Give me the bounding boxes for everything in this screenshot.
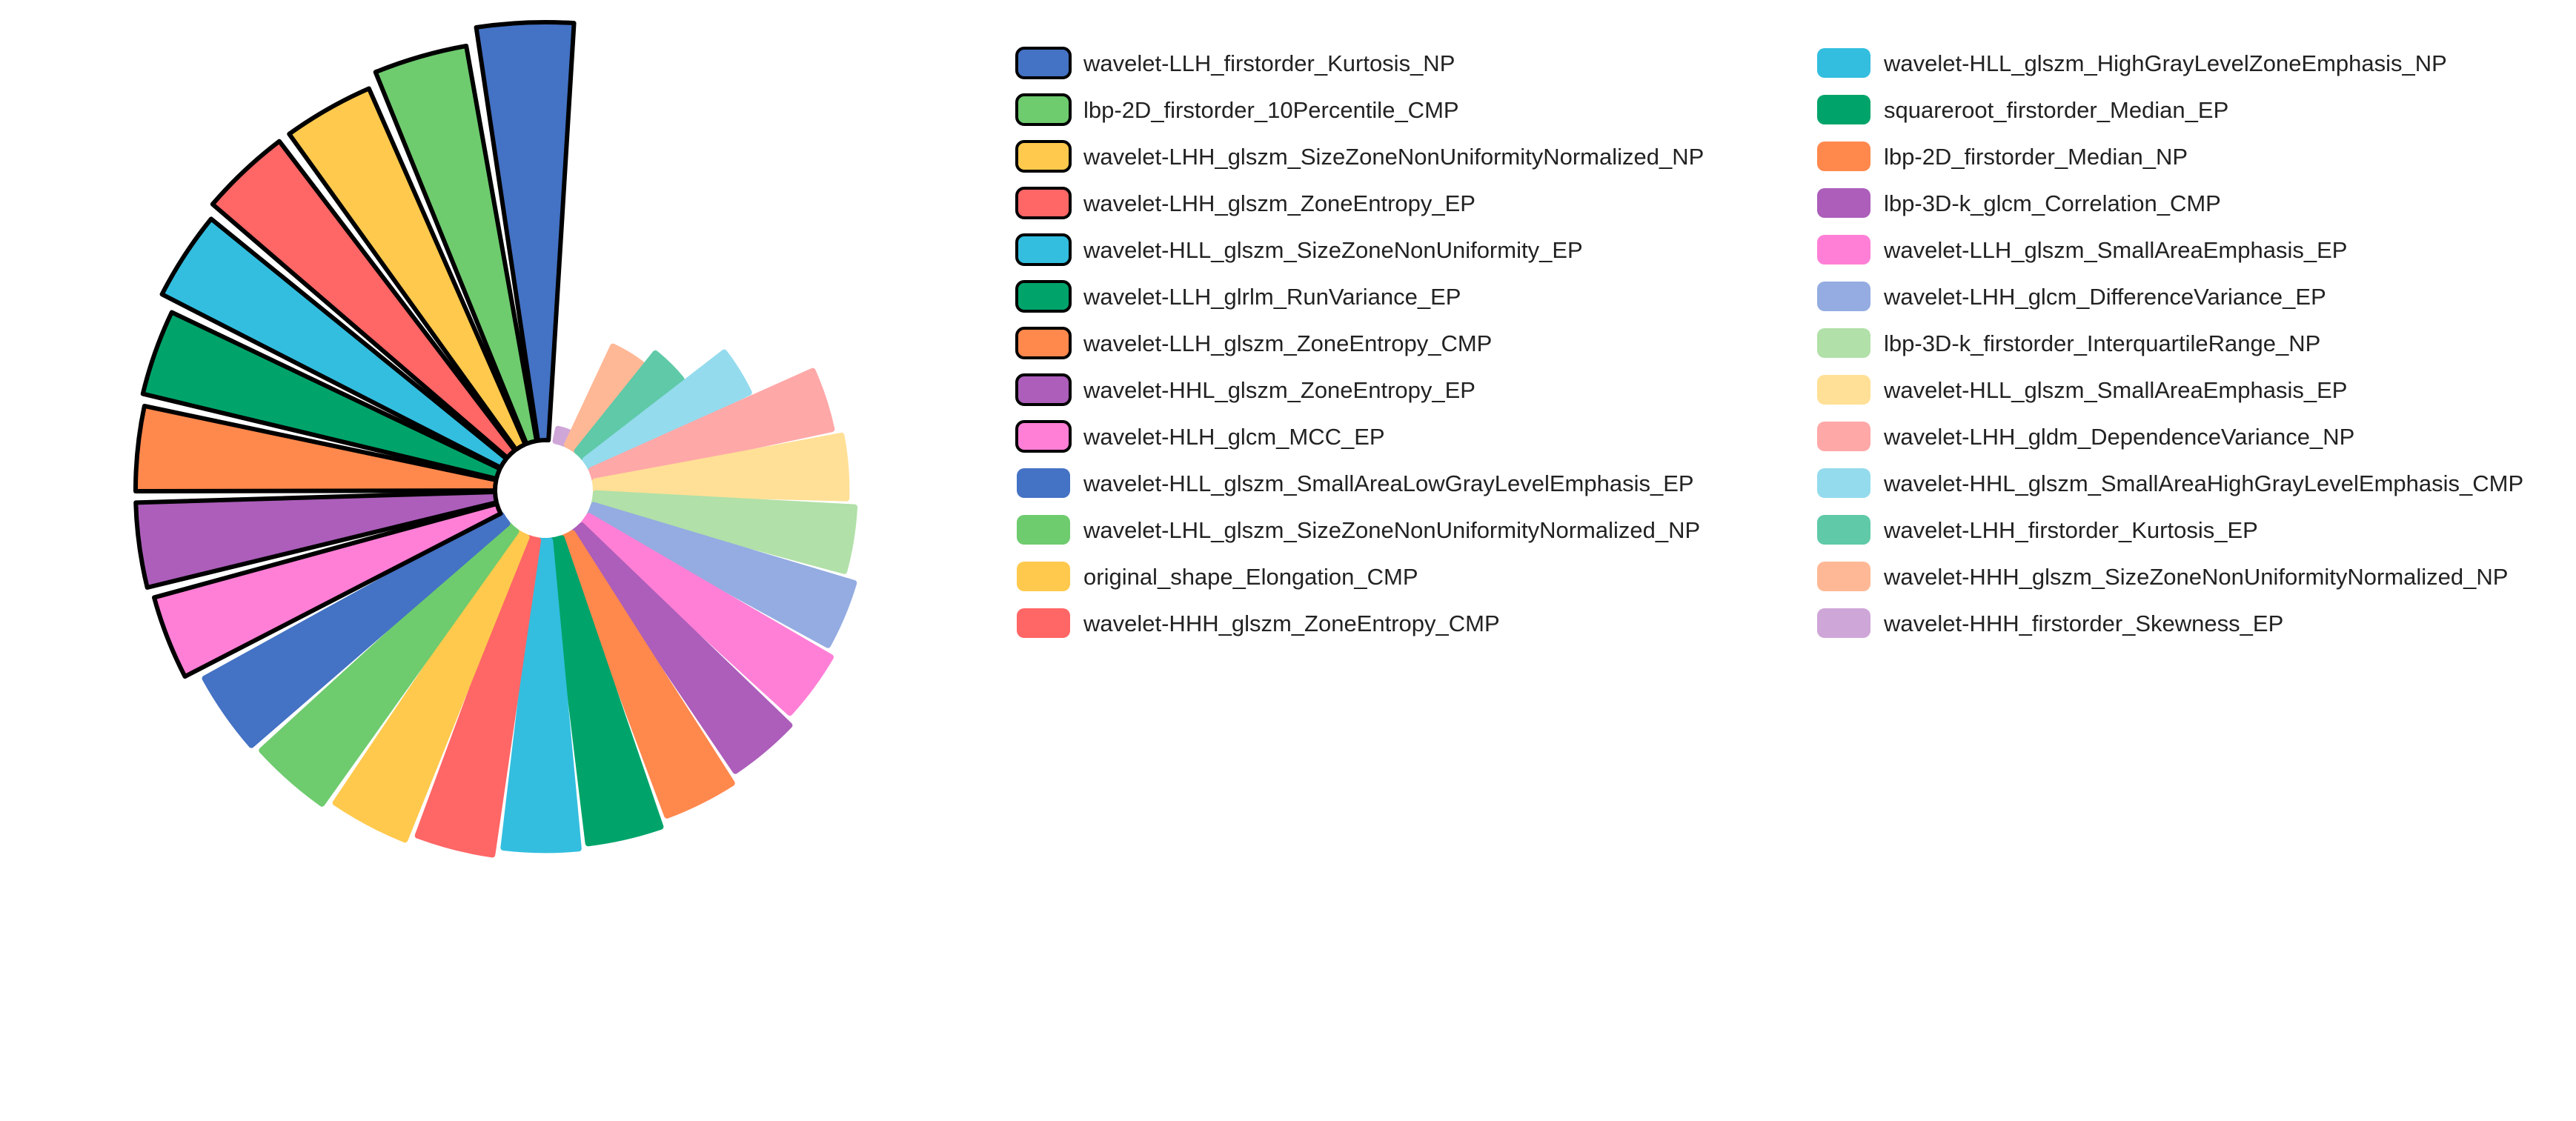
bar-wavelet-hhh-glszm-sizezonenonuniformitynormalized-np xyxy=(563,343,645,453)
legend-key-lbp-2d-firstorder-median-np xyxy=(1817,142,1870,171)
legend-label: wavelet-HHL_glszm_SmallAreaHighGrayLevel… xyxy=(1883,470,2523,496)
legend-key-wavelet-hlh-glcm-mcc-ep xyxy=(1015,420,1072,453)
legend-label: wavelet-LHH_glcm_DifferenceVariance_EP xyxy=(1883,284,2326,310)
bar-wavelet-lhh-glszm-zoneentropy-ep xyxy=(210,139,517,460)
legend-key-wavelet-hll-glszm-smallarealowgraylevelemphasis-ep xyxy=(1017,468,1070,498)
bar-wavelet-hll-glszm-smallarealowgraylevelemphasis-ep xyxy=(202,511,511,748)
bar-wavelet-llh-glszm-smallareaemphasis-ep xyxy=(580,513,834,716)
legend-key-wavelet-lhh-firstorder-kurtosis-ep xyxy=(1817,515,1870,545)
legend-label: wavelet-HLL_glszm_HighGrayLevelZoneEmpha… xyxy=(1883,50,2447,76)
legend-key-wavelet-lhh-glcm-differencevariance-ep xyxy=(1817,282,1870,311)
legend-key-wavelet-hll-glszm-smallareaemphasis-ep xyxy=(1817,375,1870,405)
bar-lbp-3d-k-glcm-correlation-cmp xyxy=(571,522,793,774)
bar-original-shape-elongation-cmp xyxy=(332,529,530,843)
legend-label: wavelet-HHH_firstorder_Skewness_EP xyxy=(1883,611,2283,636)
legend-key-squareroot-firstorder-median-ep xyxy=(1817,95,1870,124)
bar-lbp-2d-firstorder-10percentile-cmp xyxy=(373,44,540,446)
legend-key-wavelet-hhh-glszm-zoneentropy-cmp xyxy=(1017,608,1070,638)
bar-wavelet-hhl-glszm-smallareahighgraylevelemphasis-cmp xyxy=(582,349,752,472)
legend-key-lbp-2d-firstorder-10percentile-cmp xyxy=(1015,93,1072,126)
legend-key-wavelet-llh-glrlm-runvariance-ep xyxy=(1015,280,1072,313)
legend-label: squareroot_firstorder_Median_EP xyxy=(1884,97,2228,123)
chart-bars xyxy=(133,20,858,858)
legend-label: lbp-2D_firstorder_10Percentile_CMP xyxy=(1083,97,1459,123)
legend-label: lbp-3D-k_glcm_Correlation_CMP xyxy=(1884,190,2221,216)
legend-key-lbp-3d-k-glcm-correlation-cmp xyxy=(1817,188,1870,218)
legend-label: wavelet-HLL_glszm_SmallAreaLowGrayLevelE… xyxy=(1083,470,1694,496)
legend-key-wavelet-llh-glszm-zoneentropy-cmp xyxy=(1015,327,1072,359)
bar-wavelet-lhh-glcm-differencevariance-ep xyxy=(586,502,857,648)
bar-wavelet-llh-firstorder-kurtosis-np xyxy=(474,20,577,443)
legend-key-wavelet-hhl-glszm-smallareahighgraylevelemphasis-cmp xyxy=(1817,468,1870,498)
legend-key-wavelet-hhl-glszm-zoneentropy-ep xyxy=(1015,373,1072,406)
legend-label: wavelet-HHL_glszm_ZoneEntropy_EP xyxy=(1083,377,1475,403)
legend-label: wavelet-LHL_glszm_SizeZoneNonUniformityN… xyxy=(1083,517,1700,543)
legend-label: wavelet-LHH_firstorder_Kurtosis_EP xyxy=(1883,517,2258,543)
legend-label: wavelet-LHH_glszm_ZoneEntropy_EP xyxy=(1083,190,1475,216)
chart-legend: wavelet-LLH_firstorder_Kurtosis_NP lbp-2D… xyxy=(1015,47,2523,638)
bar-wavelet-hll-glszm-sizezonenonuniformity-ep xyxy=(159,216,509,470)
bar-wavelet-hhl-glszm-zoneentropy-ep xyxy=(133,490,499,590)
legend-key-wavelet-hll-glszm-highgraylevelzoneemphasis-np xyxy=(1817,48,1870,78)
bar-wavelet-llh-glszm-zoneentropy-cmp xyxy=(133,403,499,493)
legend-label: wavelet-HLL_glszm_SizeZoneNonUniformity_… xyxy=(1083,237,1583,263)
bar-wavelet-lhh-firstorder-kurtosis-ep xyxy=(574,350,685,462)
bar-squareroot-firstorder-median-ep xyxy=(548,535,664,847)
legend-label: wavelet-LLH_glszm_SmallAreaEmphasis_EP xyxy=(1883,237,2347,263)
legend-key-wavelet-lhl-glszm-sizezonenonuniformitynormalized-np xyxy=(1017,515,1070,545)
bar-wavelet-lhh-glszm-sizezonenonuniformitynormalized-np xyxy=(287,86,528,452)
legend-label: wavelet-LLH_glszm_ZoneEntropy_CMP xyxy=(1083,330,1492,356)
legend-key-wavelet-hhh-glszm-sizezonenonuniformitynormalized-np xyxy=(1817,562,1870,591)
bar-wavelet-hlh-glcm-mcc-ep xyxy=(152,501,503,679)
legend-key-wavelet-llh-firstorder-kurtosis-np xyxy=(1015,47,1072,79)
bar-wavelet-hll-glszm-smallareaemphasis-ep xyxy=(591,432,850,502)
bar-wavelet-lhl-glszm-sizezonenonuniformitynormalized-np xyxy=(259,521,519,807)
legend-key-wavelet-llh-glszm-smallareaemphasis-ep xyxy=(1817,235,1870,265)
legend-key-wavelet-hll-glszm-sizezonenonuniformity-ep xyxy=(1015,233,1072,266)
legend-label: wavelet-HHH_glszm_ZoneEntropy_CMP xyxy=(1083,611,1500,636)
legend-label: wavelet-LLH_firstorder_Kurtosis_NP xyxy=(1083,50,1455,76)
legend-label: wavelet-LHH_gldm_DependenceVariance_NP xyxy=(1883,424,2354,450)
legend-key-wavelet-lhh-gldm-dependencevariance-np xyxy=(1817,422,1870,451)
legend-label: wavelet-HLL_glszm_SmallAreaEmphasis_EP xyxy=(1883,377,2347,403)
legend-label: wavelet-LLH_glrlm_RunVariance_EP xyxy=(1083,284,1461,310)
bar-lbp-3d-k-firstorder-interquartilerange-np xyxy=(591,490,858,574)
legend-label: wavelet-HLH_glcm_MCC_EP xyxy=(1083,424,1385,450)
bar-wavelet-hll-glszm-highgraylevelzoneemphasis-np xyxy=(500,537,582,854)
bar-wavelet-lhh-gldm-dependencevariance-np xyxy=(588,367,835,483)
bar-lbp-2d-firstorder-median-np xyxy=(560,530,735,819)
legend-key-lbp-3d-k-firstorder-interquartilerange-np xyxy=(1817,328,1870,358)
legend-key-wavelet-hhh-firstorder-skewness-ep xyxy=(1817,608,1870,638)
legend-label: original_shape_Elongation_CMP xyxy=(1083,564,1418,590)
legend-key-original-shape-elongation-cmp xyxy=(1017,562,1070,591)
bar-wavelet-hhh-glszm-zoneentropy-cmp xyxy=(414,534,542,858)
legend-label: wavelet-HHH_glszm_SizeZoneNonUniformityN… xyxy=(1883,564,2508,590)
legend-label: lbp-2D_firstorder_Median_NP xyxy=(1884,144,2188,170)
legend-label: wavelet-LHH_glszm_SizeZoneNonUniformityN… xyxy=(1083,144,1704,170)
legend-label: lbp-3D-k_firstorder_InterquartileRange_N… xyxy=(1884,330,2320,356)
bar-wavelet-llh-glrlm-runvariance-ep xyxy=(140,310,502,482)
legend-key-wavelet-lhh-glszm-sizezonenonuniformitynormalized-np xyxy=(1015,140,1072,173)
legend-key-wavelet-lhh-glszm-zoneentropy-ep xyxy=(1015,187,1072,219)
